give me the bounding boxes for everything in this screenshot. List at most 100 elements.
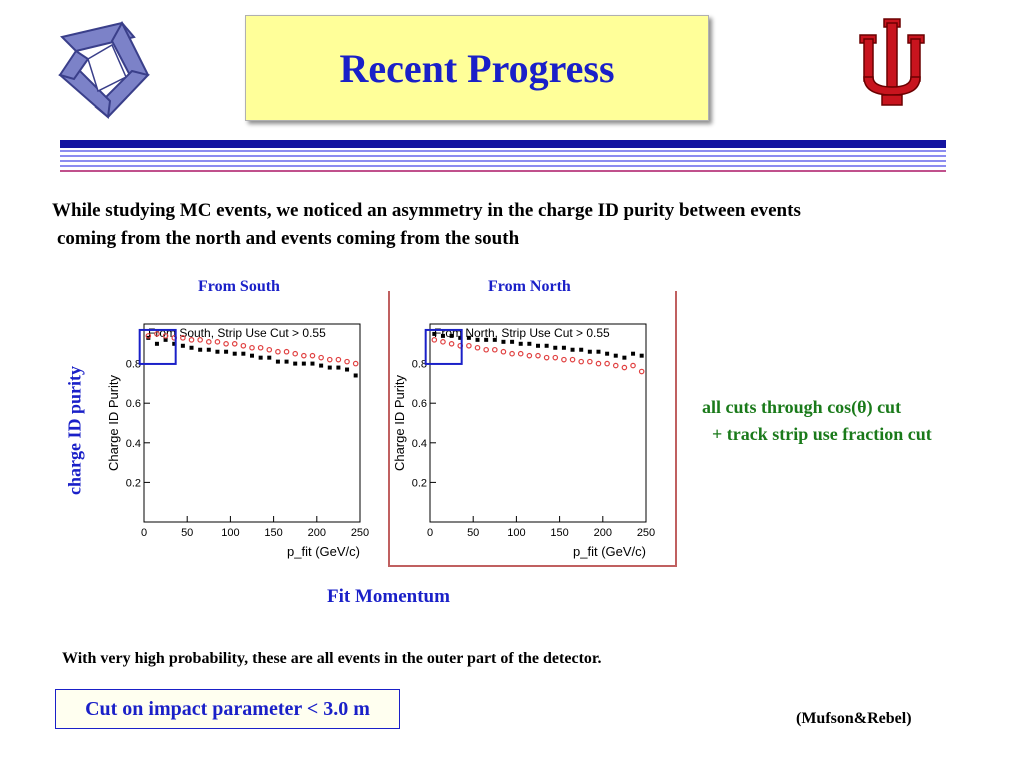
plot-title: From South, Strip Use Cut > 0.55: [148, 326, 326, 340]
data-point: [561, 356, 567, 363]
data-point: [258, 355, 263, 360]
data-point: [483, 346, 489, 353]
data-point: [172, 341, 177, 346]
data-point: [284, 359, 289, 364]
data-point: [154, 331, 160, 337]
slide-title: Recent Progress: [339, 45, 615, 91]
data-point: [232, 351, 237, 356]
data-point: [266, 346, 273, 353]
y-tick-label: 0.4: [126, 438, 141, 450]
x-axis-label: p_fit (GeV/c): [573, 544, 646, 559]
triangle-logo: [58, 20, 150, 119]
data-point: [492, 337, 497, 342]
data-point: [510, 339, 515, 344]
credit-text: (Mufson&Rebel): [796, 710, 912, 727]
data-point: [448, 340, 455, 347]
data-point: [621, 364, 628, 371]
rule-light-2: [60, 155, 946, 157]
data-point: [336, 365, 341, 370]
y-tick-label: 0.6: [412, 398, 427, 410]
data-point: [283, 348, 290, 355]
data-point: [318, 354, 324, 361]
data-point: [449, 333, 454, 338]
data-point: [310, 361, 315, 366]
x-tick-label: 0: [427, 527, 433, 539]
data-point: [257, 344, 264, 351]
title-box: Recent Progress: [245, 15, 709, 121]
note-text: With very high probability, these are al…: [62, 650, 602, 667]
data-point: [474, 344, 481, 351]
x-tick-label: 100: [507, 527, 525, 539]
data-point: [517, 350, 524, 357]
data-point: [345, 367, 350, 372]
x-tick-label: 250: [637, 527, 655, 539]
cut-box: Cut on impact parameter < 3.0 m: [55, 689, 400, 729]
iu-logo: [859, 18, 925, 106]
data-point: [466, 342, 472, 349]
data-point: [605, 351, 610, 356]
data-point: [223, 340, 229, 347]
data-point: [431, 337, 438, 343]
data-point: [240, 342, 247, 349]
data-point: [353, 373, 358, 378]
data-point: [518, 341, 523, 346]
data-point: [249, 344, 255, 351]
data-point: [543, 354, 550, 361]
rule-pink: [60, 170, 946, 172]
x-tick-label: 150: [264, 527, 282, 539]
data-point: [309, 352, 316, 359]
x-tick-label: 100: [221, 527, 239, 539]
data-point: [206, 339, 212, 345]
data-point: [145, 333, 152, 339]
data-point: [275, 359, 280, 364]
y-tick-label: 0.8: [412, 359, 427, 371]
data-point: [197, 337, 203, 343]
cuts-line-1: all cuts through cos(θ) cut: [702, 397, 902, 417]
cuts-line-2: + track strip use fraction cut: [712, 424, 932, 444]
data-point: [198, 347, 203, 352]
data-point: [630, 362, 636, 369]
data-point: [587, 349, 592, 354]
data-point: [579, 347, 584, 352]
data-point: [241, 351, 246, 356]
data-point: [509, 350, 515, 357]
rule-light-3: [60, 160, 946, 162]
data-point: [293, 361, 298, 366]
data-point: [344, 358, 350, 365]
y-axis-label: Charge ID Purity: [392, 374, 407, 471]
rule-light-4: [60, 165, 946, 167]
south-chart: From South, Strip Use Cut > 0.55 0 50 100 15…: [106, 323, 369, 559]
data-point: [154, 341, 159, 346]
data-point: [536, 343, 540, 348]
x-axis-label: p_fit (GeV/c): [287, 544, 360, 559]
data-point: [326, 356, 333, 363]
x-tick-label: 250: [351, 527, 369, 539]
y-tick-label: 0.2: [126, 477, 141, 489]
data-point: [458, 335, 463, 340]
x-caption: Fit Momentum: [327, 586, 450, 607]
highlight-box: [424, 328, 463, 365]
data-point: [535, 352, 541, 359]
cut-box-text: Cut on impact parameter < 3.0 m: [85, 697, 370, 720]
north-highlight-frame: [388, 291, 677, 567]
x-tick-label: 50: [181, 527, 193, 539]
x-tick-label: 150: [550, 527, 568, 539]
y-tick-label: 0.2: [412, 477, 427, 489]
data-point: [180, 343, 185, 348]
data-point: [215, 349, 220, 354]
data-point: [484, 337, 489, 342]
data-point: [327, 365, 332, 370]
x-tick-label: 200: [308, 527, 326, 539]
y-tick-label: 0.6: [126, 398, 141, 410]
data-point: [162, 333, 169, 339]
data-point: [466, 335, 471, 340]
north-label: From North: [488, 278, 571, 295]
data-point: [275, 348, 281, 355]
data-point: [553, 345, 558, 350]
data-point: [231, 340, 238, 347]
x-tick-label: 200: [594, 527, 612, 539]
data-point: [569, 356, 576, 363]
data-point: [180, 335, 186, 341]
plot-frame: [429, 323, 647, 523]
data-point: [561, 345, 566, 350]
